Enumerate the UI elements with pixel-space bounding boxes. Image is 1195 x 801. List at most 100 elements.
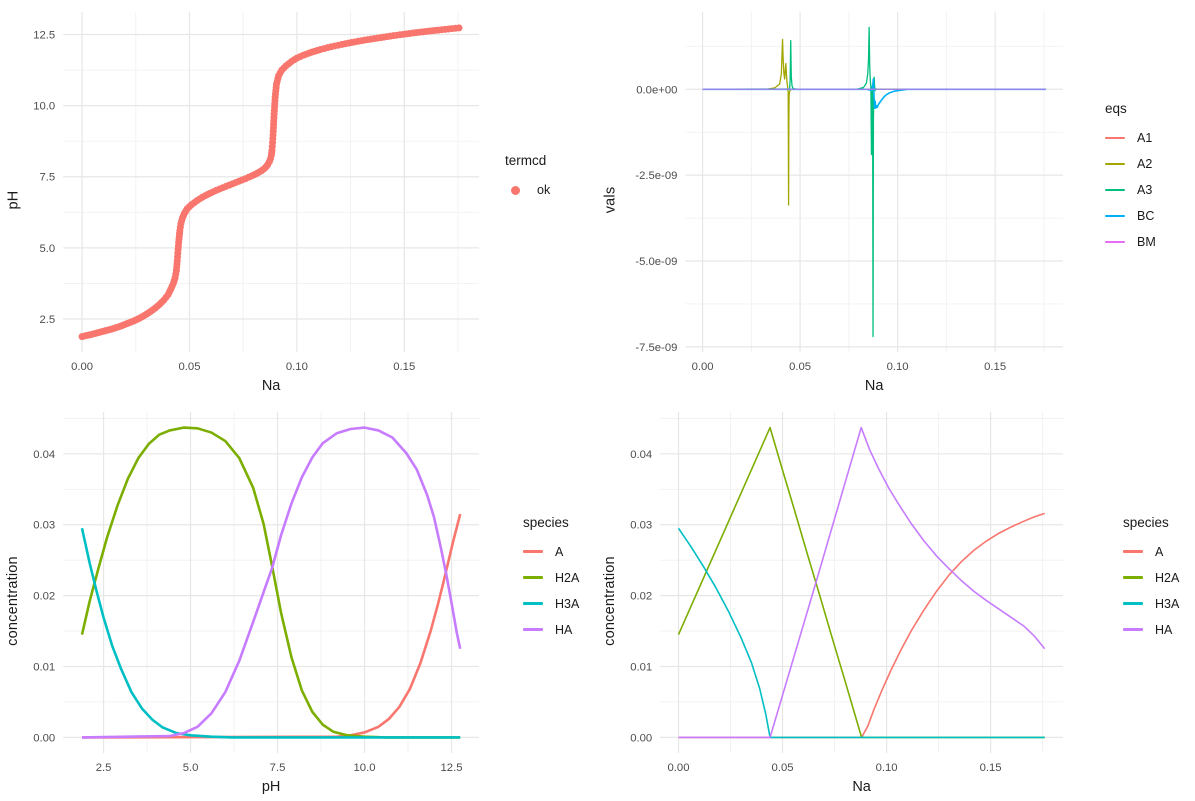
legend-label: ok	[537, 183, 551, 197]
legend-line-key-icon	[1105, 189, 1125, 191]
legend-line-key-icon	[523, 601, 543, 606]
y-axis-title-column: vals	[597, 0, 623, 400]
chart-titration-curve: pH 2.5 5.0 7.5 10.0 12.5 0.00 0.05 0.10 0.15 Na t…	[0, 0, 597, 400]
x-tick-label: 0.10	[876, 762, 898, 774]
legend-label: A	[1155, 544, 1164, 559]
x-tick-label: 0.00	[668, 762, 690, 774]
legend-titration-curve: termcd ok	[493, 0, 597, 378]
legend-line-key-icon	[1123, 602, 1143, 605]
x-tick-label: 0.10	[286, 361, 308, 373]
legend-item-A1: A1	[1105, 131, 1195, 145]
legend-line-key-icon	[1123, 576, 1143, 579]
legend-label: H3A	[1155, 596, 1180, 611]
legend-point-key-icon	[505, 185, 525, 195]
legend-item-H2A: H2A	[523, 571, 597, 585]
x-tick-label: 0.15	[980, 762, 1002, 774]
legend-item-A3: A3	[1105, 183, 1195, 197]
legend-label: A1	[1137, 131, 1153, 145]
series-BC	[702, 78, 1046, 109]
x-axis-title: Na	[262, 378, 281, 394]
legend-box: eqs A1 A2 A3 BC BM	[1077, 101, 1195, 255]
series-H2A	[80, 426, 461, 739]
legend-item-BC: BC	[1105, 209, 1195, 223]
legend-item-HA: HA	[523, 623, 597, 637]
y-tick-label: -7.5e-09	[635, 342, 677, 354]
x-axis-title: Na	[852, 779, 871, 795]
y-tick-label: 0.00	[33, 732, 55, 744]
legend-line-key-icon	[1105, 137, 1125, 139]
y-axis-title-column: pH	[0, 0, 26, 400]
legend-species-vs-ph: species A H2A H3A HA	[493, 400, 597, 779]
y-axis-title: concentration	[5, 555, 22, 646]
legend-species-vs-na: species A H2A H3A HA	[1077, 400, 1195, 779]
x-tick-label: 0.05	[178, 361, 200, 373]
legend-item-ok: ok	[505, 183, 597, 197]
legend-item-HA: HA	[1123, 623, 1195, 637]
legend-item-A: A	[1123, 545, 1195, 559]
y-tick-label: 10.0	[33, 101, 55, 113]
x-tick-label: 0.05	[789, 361, 811, 373]
x-tick-label: 2.5	[96, 762, 112, 774]
x-axis-title: Na	[865, 378, 884, 394]
x-tick-label: 0.00	[692, 361, 714, 373]
legend-line-key-icon	[523, 575, 543, 580]
y-tick-label: 0.03	[33, 520, 55, 532]
y-tick-label: 0.01	[33, 662, 55, 674]
x-tick-label: 7.5	[270, 762, 286, 774]
x-tick-label: 5.0	[183, 762, 199, 774]
legend-line-key-icon	[1105, 163, 1125, 165]
legend-label: A	[555, 544, 564, 559]
y-tick-label: -5.0e-09	[635, 256, 677, 268]
series-H3A	[80, 527, 461, 739]
legend-label: H2A	[1155, 570, 1180, 585]
series-A3	[702, 26, 1046, 338]
series-A2	[702, 38, 1046, 206]
legend-box: species A H2A H3A HA	[493, 515, 597, 643]
y-tick-label: 0.0e+00	[636, 84, 677, 96]
y-tick-label: 5.0	[39, 243, 55, 255]
y-axis-title: vals	[602, 186, 618, 214]
legend-item-A: A	[523, 545, 597, 559]
legend-label: A3	[1137, 183, 1153, 197]
series-HA	[678, 426, 1046, 739]
legend-label: HA	[1155, 622, 1173, 637]
chart-equation-residuals: vals 0.0e+00 -2.5e-09 -5.0e-09 -7.5e-09 0.00…	[597, 0, 1195, 400]
series-HA	[81, 426, 462, 739]
x-tick-label: 12.5	[441, 762, 463, 774]
data-point	[455, 24, 463, 32]
legend-label: H2A	[555, 570, 580, 585]
y-tick-label: 0.02	[33, 591, 55, 603]
legend-title: termcd	[505, 153, 547, 168]
legend-item-H3A: H3A	[523, 597, 597, 611]
y-tick-label: 0.03	[630, 520, 652, 532]
y-axis-title: pH	[5, 190, 21, 210]
series-H3A	[677, 527, 1045, 739]
plot-equation-residuals: 0.0e+00 -2.5e-09 -5.0e-09 -7.5e-09 0.00 0.05 0…	[635, 12, 1063, 394]
y-tick-label: 7.5	[39, 172, 55, 184]
y-tick-label: 0.00	[630, 732, 652, 744]
legend-line-key-icon	[1123, 550, 1143, 553]
legend-box: termcd ok	[493, 153, 597, 203]
legend-item-A2: A2	[1105, 157, 1195, 171]
legend-line-key-icon	[1123, 628, 1143, 631]
y-axis-title-column: concentration	[597, 400, 623, 801]
legend-title: eqs	[1105, 101, 1127, 116]
legend-item-H2A: H2A	[1123, 571, 1195, 585]
legend-line-key-icon	[1105, 214, 1125, 218]
legend-label: H3A	[555, 596, 580, 611]
legend-title: species	[1123, 514, 1169, 530]
chart-species-vs-ph: concentration 0.00 0.01 0.02 0.03 0.04 2.5 5.0…	[0, 400, 597, 801]
legend-box: species A H2A H3A HA	[1077, 515, 1195, 643]
x-tick-label: 0.15	[984, 361, 1006, 373]
y-tick-label: 12.5	[33, 29, 55, 41]
legend-line-key-icon	[523, 627, 543, 632]
series-H2A	[677, 426, 1045, 739]
y-tick-label: 0.04	[33, 449, 55, 461]
legend-equation-residuals: eqs A1 A2 A3 BC BM	[1077, 0, 1195, 378]
plot-species-vs-ph: 0.00 0.01 0.02 0.03 0.04 2.5 5.0 7.5 10.0 12.5 pH	[33, 412, 479, 795]
legend-item-H3A: H3A	[1123, 597, 1195, 611]
plot-species-vs-na: 0.00 0.01 0.02 0.03 0.04 0.00 0.05 0.10 0.15 Na	[630, 412, 1063, 795]
series-A	[678, 512, 1045, 739]
y-axis-title: concentration	[602, 555, 619, 646]
